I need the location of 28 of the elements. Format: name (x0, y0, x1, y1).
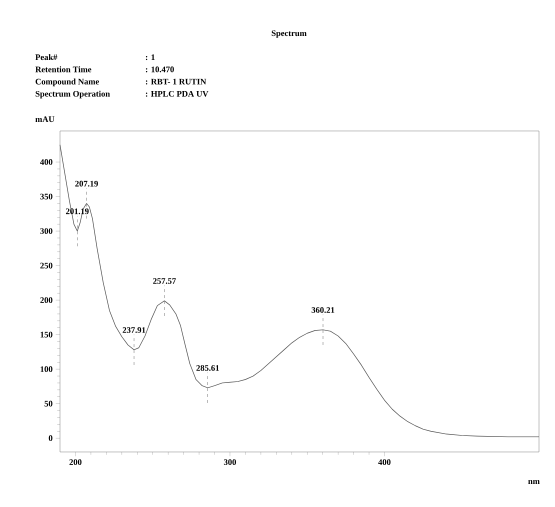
text: Peak# (35, 54, 58, 60)
annotation: 207.19 (75, 180, 98, 187)
y-tick-label: 250 (40, 262, 52, 268)
y-axis-title: mAU (35, 116, 54, 122)
text: Retention Time (35, 66, 92, 72)
chart-title: Spectrum (272, 30, 307, 38)
text: : HPLC PDA UV (146, 90, 208, 97)
annotation: 237.91 (122, 327, 146, 333)
annotation: 257.57 (153, 278, 176, 284)
x-tick-label: 400 (378, 459, 391, 465)
annotation: 360.21 (312, 307, 334, 313)
x-tick-label: 200 (69, 459, 82, 465)
x-tick-label: 300 (224, 459, 236, 465)
y-tick-label: 400 (40, 159, 52, 165)
text: : RBT- 1 RUTIN (146, 78, 206, 85)
y-tick-label: 50 (44, 400, 52, 407)
text: Compound Name (36, 78, 99, 86)
y-tick-label: 300 (40, 228, 52, 234)
y-tick-label: 100 (40, 366, 52, 372)
y-tick-label: 350 (40, 194, 52, 200)
text: : 10.470 (146, 66, 174, 72)
annotation: 285.61 (196, 365, 219, 371)
y-tick-label: 200 (40, 297, 52, 303)
x-axis-title: nm (528, 480, 540, 484)
y-tick-label: 0 (48, 435, 52, 442)
text: Spectrum Operation (36, 90, 110, 98)
y-tick-label: 150 (40, 332, 52, 338)
text: : 1 (146, 54, 155, 60)
